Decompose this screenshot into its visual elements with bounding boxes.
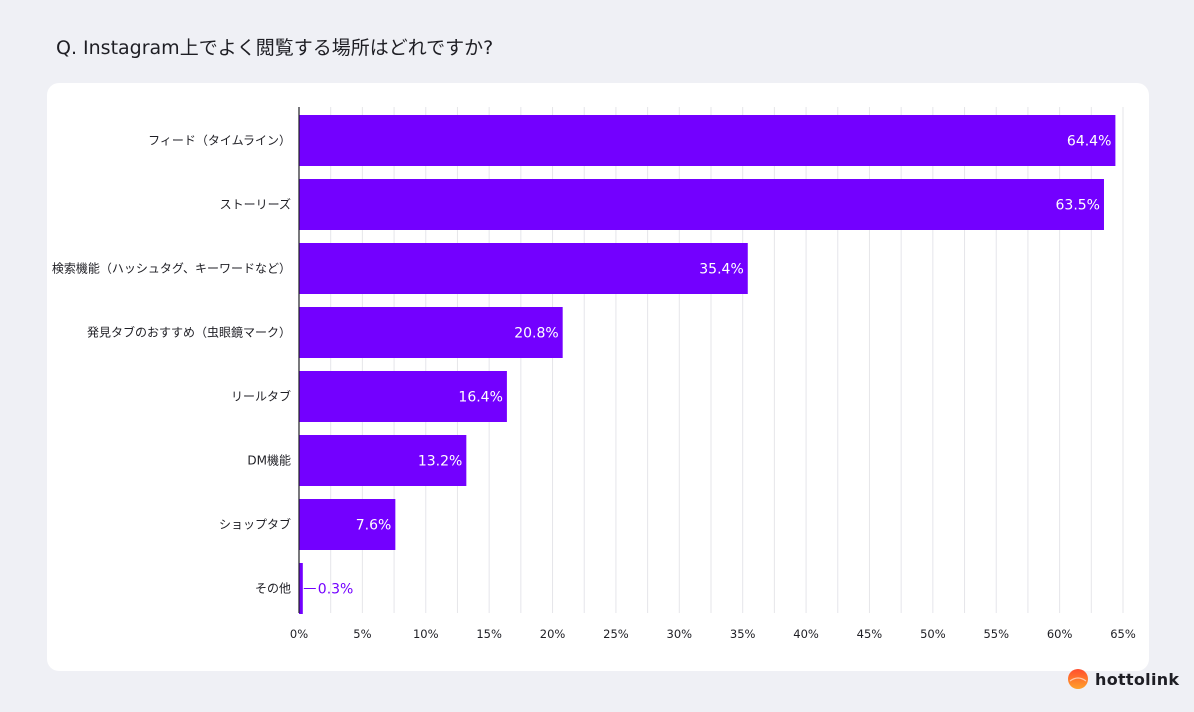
x-tick-label-8: 40% bbox=[793, 627, 819, 641]
data-label-0: 64.4% bbox=[1067, 134, 1111, 150]
data-label-7: 0.3% bbox=[318, 582, 354, 598]
data-label-5: 13.2% bbox=[418, 454, 462, 470]
bar-4 bbox=[299, 371, 507, 422]
category-label-0: フィード（タイムライン） bbox=[148, 134, 291, 148]
x-tick-label-3: 15% bbox=[476, 627, 502, 641]
x-tick-label-5: 25% bbox=[603, 627, 629, 641]
x-tick-label-13: 65% bbox=[1110, 627, 1136, 641]
x-tick-label-2: 10% bbox=[413, 627, 439, 641]
bar-6 bbox=[299, 499, 396, 550]
data-label-6: 7.6% bbox=[356, 518, 392, 534]
brand-logo: hottolink bbox=[1067, 668, 1179, 690]
x-tick-label-10: 50% bbox=[920, 627, 946, 641]
category-label-4: リールタブ bbox=[231, 389, 291, 404]
x-tick-label-4: 20% bbox=[540, 627, 566, 641]
bar-7 bbox=[299, 563, 303, 614]
bar-chart: フィード（タイムライン） 64.4% ストーリーズ 63.5% 検索機能（ハッシュタグ、… bbox=[52, 107, 1136, 641]
bar-0 bbox=[299, 115, 1116, 166]
page-title: Q. Instagram上でよく閲覧する場所はどれですか? bbox=[56, 37, 494, 59]
brand-name: hottolink bbox=[1095, 669, 1180, 689]
bar-1 bbox=[299, 179, 1104, 230]
bar-2 bbox=[299, 243, 748, 294]
x-tick-label-0: 0% bbox=[290, 627, 308, 641]
hottolink-logo-icon bbox=[1068, 669, 1088, 689]
category-label-1: ストーリーズ bbox=[220, 197, 291, 212]
bar-3 bbox=[299, 307, 563, 358]
category-label-2: 検索機能（ハッシュタグ、キーワードなど） bbox=[52, 261, 291, 276]
x-tick-label-12: 60% bbox=[1047, 627, 1073, 641]
category-label-3: 発見タブのおすすめ（虫眼鏡マーク） bbox=[87, 325, 291, 340]
data-label-4: 16.4% bbox=[458, 390, 502, 406]
x-tick-label-1: 5% bbox=[353, 627, 371, 641]
x-tick-label-11: 55% bbox=[983, 627, 1009, 641]
x-tick-label-6: 30% bbox=[667, 627, 693, 641]
data-label-3: 20.8% bbox=[514, 326, 558, 342]
chart-card: フィード（タイムライン） 64.4% ストーリーズ 63.5% 検索機能（ハッシュタグ、… bbox=[47, 83, 1179, 689]
category-label-6: ショップタブ bbox=[219, 517, 291, 532]
data-label-1: 63.5% bbox=[1056, 198, 1100, 214]
data-label-2: 35.4% bbox=[699, 262, 743, 278]
category-label-7: その他 bbox=[255, 582, 291, 596]
x-tick-label-7: 35% bbox=[730, 627, 756, 641]
category-label-5: DM機能 bbox=[247, 453, 291, 468]
bar-5 bbox=[299, 435, 467, 486]
x-tick-label-9: 45% bbox=[857, 627, 883, 641]
